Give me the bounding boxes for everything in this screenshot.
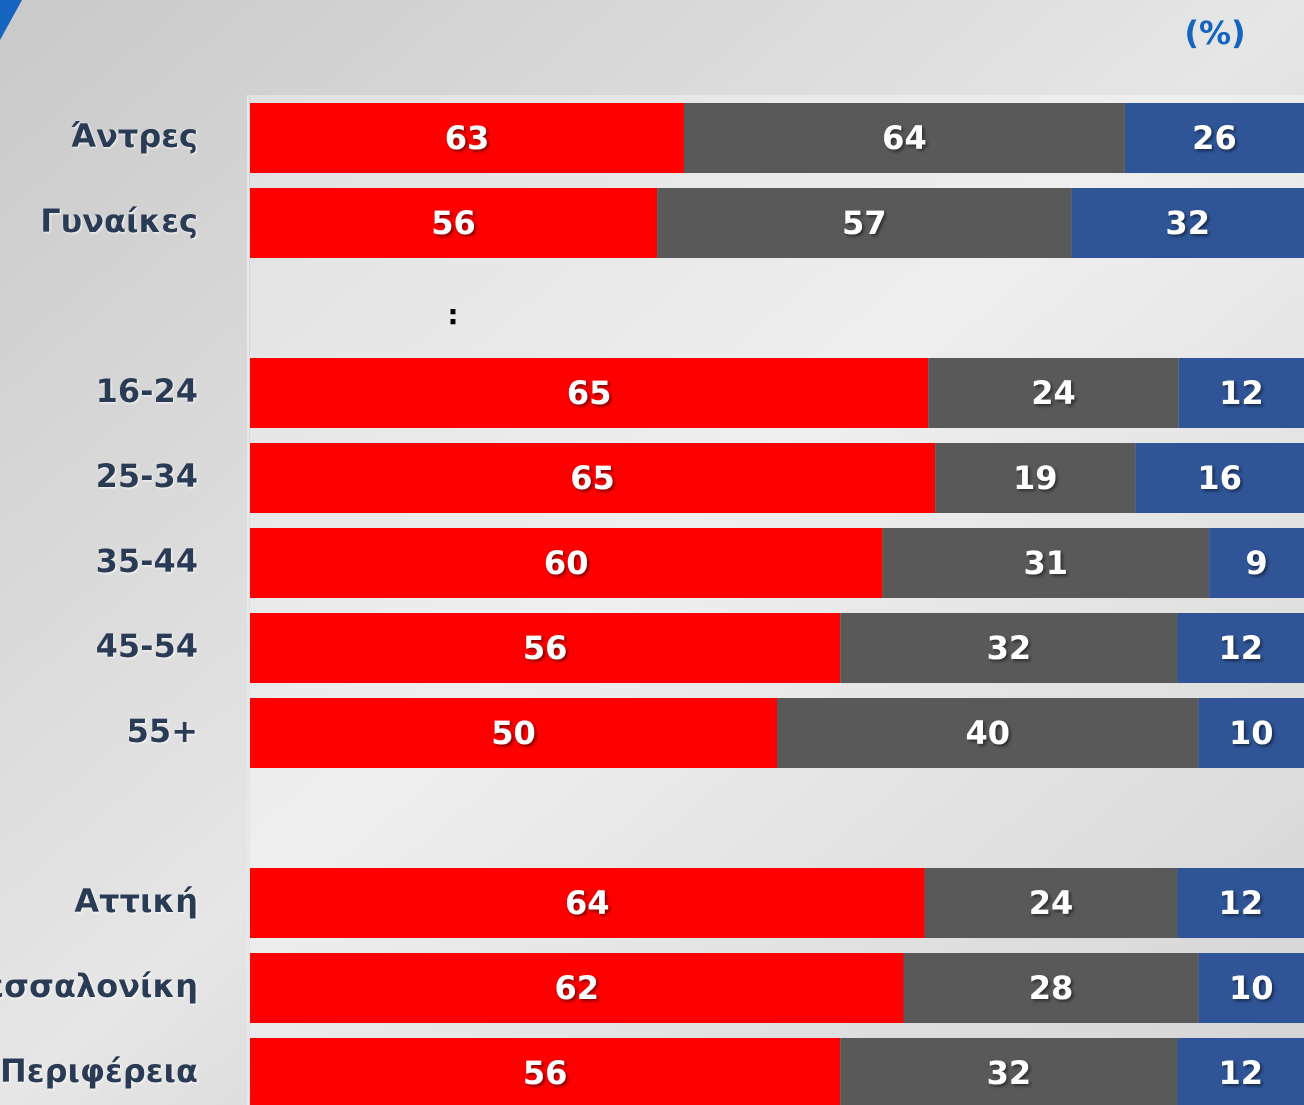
value-label: 26 bbox=[1192, 119, 1237, 157]
value-label: 12 bbox=[1219, 374, 1264, 412]
value-label: 50 bbox=[491, 714, 536, 752]
value-label: 19 bbox=[1013, 459, 1058, 497]
category-label: 25-34 bbox=[96, 457, 198, 495]
category-label: 16-24 bbox=[96, 372, 198, 410]
value-label: 65 bbox=[570, 459, 615, 497]
category-label: Γυναίκες bbox=[40, 202, 198, 240]
value-label: 24 bbox=[1029, 884, 1074, 922]
value-label: 62 bbox=[554, 969, 599, 1007]
value-label: 32 bbox=[987, 629, 1032, 667]
value-label: 40 bbox=[966, 714, 1011, 752]
value-label: 12 bbox=[1218, 629, 1263, 667]
annotation: : bbox=[447, 298, 458, 331]
value-label: 9 bbox=[1245, 544, 1267, 582]
value-label: 56 bbox=[523, 1054, 568, 1092]
value-label: 57 bbox=[842, 204, 887, 242]
chart: (%) : Άντρες 63 64 26 Γυναίκες 56 57 32 16-24 65 2… bbox=[0, 0, 1304, 1105]
category-label: 35-44 bbox=[96, 542, 198, 580]
value-label: 32 bbox=[987, 1054, 1032, 1092]
category-label: 45-54 bbox=[96, 627, 198, 665]
value-label: 10 bbox=[1229, 714, 1274, 752]
value-label: 12 bbox=[1218, 1054, 1263, 1092]
value-label: 56 bbox=[523, 629, 568, 667]
value-label: 10 bbox=[1229, 969, 1274, 1007]
value-label: 31 bbox=[1024, 544, 1069, 582]
value-label: 32 bbox=[1165, 204, 1210, 242]
value-label: 12 bbox=[1218, 884, 1263, 922]
value-label: 64 bbox=[882, 119, 927, 157]
unit-label: (%) bbox=[1184, 14, 1245, 52]
value-label: 64 bbox=[565, 884, 610, 922]
value-label: 60 bbox=[544, 544, 589, 582]
category-label: 55+ bbox=[127, 712, 198, 750]
value-label: 16 bbox=[1197, 459, 1242, 497]
value-label: 28 bbox=[1029, 969, 1074, 1007]
value-label: 24 bbox=[1031, 374, 1076, 412]
category-label: Περιφέρεια bbox=[0, 1052, 198, 1090]
category-label: Θεσσαλονίκη bbox=[0, 967, 198, 1005]
value-label: 56 bbox=[431, 204, 476, 242]
value-label: 65 bbox=[567, 374, 612, 412]
value-label: 63 bbox=[445, 119, 490, 157]
category-label: Αττική bbox=[74, 882, 198, 920]
category-label: Άντρες bbox=[71, 117, 198, 155]
